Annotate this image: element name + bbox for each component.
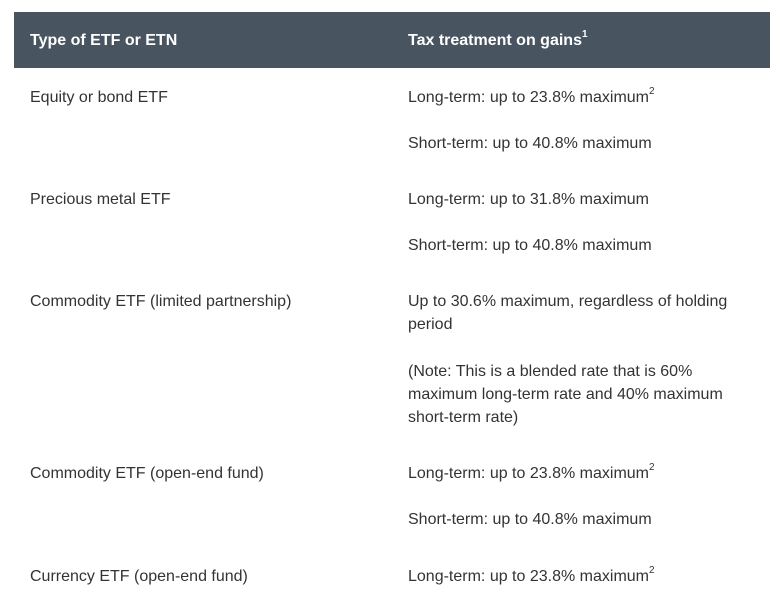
etf-type-label: Precious metal ETF xyxy=(30,191,171,208)
tax-line: Long-term: up to 23.8% maximum2 xyxy=(408,85,655,106)
tax-line: Long-term: up to 31.8% maximum xyxy=(408,191,649,208)
tax-line: Long-term: up to 23.8% maximum2 xyxy=(408,564,655,585)
tax-line: Short-term: up to 40.8% maximum xyxy=(408,511,652,528)
footnote-marker: 2 xyxy=(649,85,655,97)
tax-note: (Note: This is a blended rate that is 60… xyxy=(408,363,723,426)
footnote-marker: 2 xyxy=(649,461,655,473)
etf-type-label: Currency ETF (open-end fund) xyxy=(30,568,248,585)
header-tax-treatment: Tax treatment on gains1 xyxy=(408,28,588,49)
etf-type-label: Equity or bond ETF xyxy=(30,89,168,106)
tax-line: Short-term: up to 40.8% maximum xyxy=(408,237,652,254)
table-header: Type of ETF or ETN Tax treatment on gain… xyxy=(14,12,770,68)
etf-type-label: Commodity ETF (open-end fund) xyxy=(30,465,264,482)
header-etf-type: Type of ETF or ETN xyxy=(30,32,178,49)
footnote-marker: 1 xyxy=(581,28,588,40)
tax-line: Long-term: up to 23.8% maximum2 xyxy=(408,461,655,482)
tax-line: Short-term: up to 40.8% maximum xyxy=(408,135,652,152)
etf-tax-table: Type of ETF or ETN Tax treatment on gain… xyxy=(14,12,770,585)
tax-line: Up to 30.6% maximum, regardless of holdi… xyxy=(408,293,728,333)
footnote-marker: 2 xyxy=(649,564,655,576)
etf-type-label: Commodity ETF (limited partnership) xyxy=(30,293,292,310)
